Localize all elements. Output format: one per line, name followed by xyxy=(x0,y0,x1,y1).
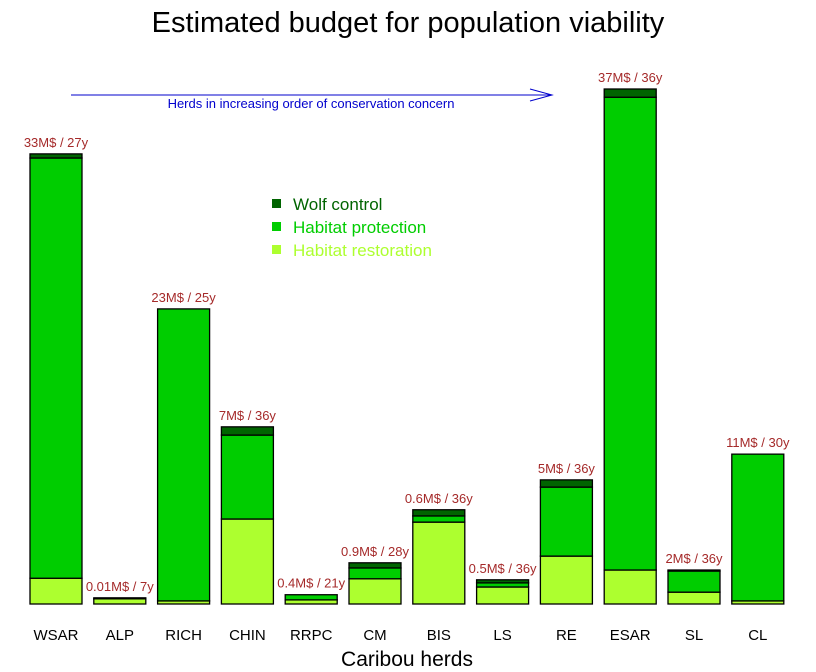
data-label: 33M$ / 27y xyxy=(24,135,89,150)
data-label: 0.5M$ / 36y xyxy=(469,561,537,576)
bar-segment-wolf-control xyxy=(475,579,530,584)
bar-segment-habitat-protection xyxy=(29,157,83,579)
bar-segment-habitat-protection xyxy=(731,453,785,602)
bar-segment-habitat-restoration xyxy=(539,555,594,605)
x-tick-label: RE xyxy=(556,627,577,644)
x-tick-label: CL xyxy=(748,627,767,644)
legend-label: Habitat protection xyxy=(293,218,426,237)
bar-segment-wolf-control xyxy=(667,569,721,572)
x-tick-label: WSAR xyxy=(34,627,79,644)
x-axis-label: Caribou herds xyxy=(341,648,473,671)
bar-segment-habitat-restoration xyxy=(667,591,721,605)
x-tick-label: SL xyxy=(685,627,703,644)
data-labels-group: 33M$ / 27y 0.01M$ / 7y 23M$ / 25y 7M$ / 36y… xyxy=(24,70,790,594)
data-label: 11M$ / 30y xyxy=(726,435,790,450)
bar-stack-rich xyxy=(156,308,211,605)
bar-stack-rrpc xyxy=(284,594,338,605)
data-label: 23M$ / 25y xyxy=(151,290,216,305)
data-label: 0.01M$ / 7y xyxy=(86,579,154,594)
data-label: 0.9M$ / 28y xyxy=(341,544,409,559)
x-tick-labels-group: WSAR ALP RICH CHIN RRPC CM BIS LS RE ESAR SL CL xyxy=(34,627,768,644)
x-tick-label: ALP xyxy=(106,627,134,644)
bar-segment-habitat-protection xyxy=(156,308,211,602)
x-tick-label: ESAR xyxy=(610,627,651,644)
bar-segment-habitat-protection xyxy=(220,434,275,520)
legend-item: Wolf control xyxy=(272,195,382,214)
arrow-label: Herds in increasing order of conservatio… xyxy=(168,96,455,111)
bar-segment-wolf-control xyxy=(412,509,466,517)
bar-segment-habitat-protection xyxy=(348,567,402,580)
bar-segment-habitat-restoration xyxy=(603,569,657,605)
legend-swatch xyxy=(272,222,281,231)
bar-segment-habitat-restoration xyxy=(412,521,466,605)
x-tick-label: CHIN xyxy=(229,627,266,644)
bar-stack-re xyxy=(539,479,594,605)
bar-stack-cl xyxy=(731,453,785,605)
data-label: 2M$ / 36y xyxy=(665,551,723,566)
data-label: 7M$ / 36y xyxy=(219,408,277,423)
legend-swatch xyxy=(272,199,281,208)
bar-stack-sl xyxy=(667,569,721,605)
data-label: 37M$ / 36y xyxy=(598,70,663,85)
bar-segment-habitat-protection xyxy=(412,515,466,523)
bar-segment-habitat-restoration xyxy=(348,578,402,605)
legend-item: Habitat protection xyxy=(272,218,426,237)
x-tick-label: LS xyxy=(493,627,511,644)
arrow-head-icon xyxy=(529,88,554,102)
bar-segment-habitat-restoration xyxy=(29,577,83,605)
data-label: 5M$ / 36y xyxy=(538,461,596,476)
legend-label: Habitat restoration xyxy=(293,241,432,260)
x-tick-label: RRPC xyxy=(290,627,333,644)
legend-swatch xyxy=(272,245,281,254)
bar-segment-habitat-protection xyxy=(539,486,594,557)
x-tick-label: RICH xyxy=(165,627,202,644)
bar-segment-wolf-control xyxy=(220,426,275,436)
bar-stack-chin xyxy=(220,426,275,605)
x-tick-label: BIS xyxy=(427,627,451,644)
bar-segment-habitat-protection xyxy=(667,570,721,593)
legend-label: Wolf control xyxy=(293,195,382,214)
bar-segment-habitat-restoration xyxy=(93,598,147,605)
bar-segment-habitat-protection xyxy=(603,96,657,571)
legend-item: Habitat restoration xyxy=(272,241,432,260)
bar-segment-wolf-control xyxy=(29,153,83,159)
bars-group xyxy=(29,88,785,605)
bar-segment-wolf-control xyxy=(539,479,594,488)
annotation-arrow: Herds in increasing order of conservatio… xyxy=(71,88,554,111)
bar-stack-alp xyxy=(93,597,147,605)
bar-segment-habitat-restoration xyxy=(475,586,530,605)
bar-segment-wolf-control xyxy=(348,562,402,569)
data-label: 0.4M$ / 21y xyxy=(277,576,345,591)
bar-stack-cm xyxy=(348,562,402,605)
bar-segment-habitat-protection xyxy=(284,594,338,601)
bar-stack-esar xyxy=(603,88,657,605)
bar-segment-habitat-restoration xyxy=(220,518,275,605)
bar-stack-ls xyxy=(475,579,530,605)
legend: Wolf control Habitat protection Habitat re… xyxy=(272,195,432,260)
bar-segment-wolf-control xyxy=(93,597,147,600)
data-label: 0.6M$ / 36y xyxy=(405,491,473,506)
bar-stack-bis xyxy=(412,509,466,605)
x-tick-label: CM xyxy=(363,627,386,644)
bar-stack-wsar xyxy=(29,153,83,605)
bar-segment-wolf-control xyxy=(603,88,657,98)
chart-title: Estimated budget for population viabilit… xyxy=(152,7,665,39)
